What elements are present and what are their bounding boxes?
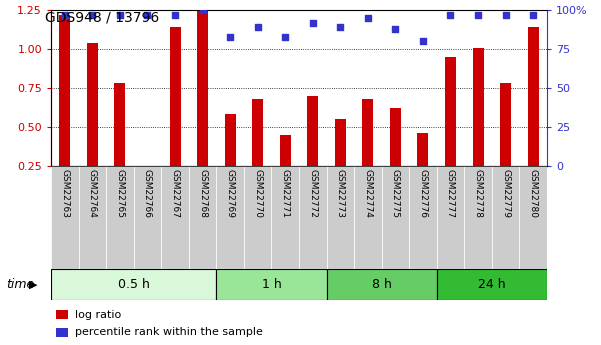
Text: GSM22780: GSM22780	[529, 169, 538, 218]
Text: GSM22776: GSM22776	[418, 169, 427, 218]
Text: GSM22768: GSM22768	[198, 169, 207, 218]
Bar	[390, 108, 401, 166]
Text: 0.5 h: 0.5 h	[118, 278, 150, 291]
Point	[446, 12, 456, 18]
Bar	[528, 28, 538, 166]
Text: GSM22774: GSM22774	[364, 169, 373, 218]
Bar	[133, 166, 161, 269]
Bar	[225, 115, 236, 166]
Text: GSM22767: GSM22767	[171, 169, 180, 218]
Point	[308, 20, 317, 26]
Bar	[272, 166, 299, 269]
Text: GSM22765: GSM22765	[115, 169, 124, 218]
Bar	[437, 166, 464, 269]
Bar	[161, 166, 189, 269]
Point	[170, 12, 180, 18]
Bar	[307, 96, 319, 166]
Text: GSM22779: GSM22779	[501, 169, 510, 218]
Text: GSM22763: GSM22763	[60, 169, 69, 218]
Point	[473, 12, 483, 18]
Bar	[326, 269, 437, 300]
Bar	[169, 28, 180, 166]
Point	[198, 8, 207, 13]
Point	[88, 12, 97, 18]
Bar	[382, 166, 409, 269]
Bar	[362, 99, 373, 166]
Bar	[56, 310, 69, 319]
Bar	[326, 166, 354, 269]
Bar	[197, 10, 208, 166]
Text: ▶: ▶	[29, 280, 37, 289]
Bar	[87, 43, 98, 166]
Bar	[464, 166, 492, 269]
Bar	[472, 48, 484, 166]
Bar	[445, 57, 456, 166]
Text: GSM22773: GSM22773	[336, 169, 345, 218]
Point	[225, 34, 235, 40]
Bar	[354, 166, 382, 269]
Point	[391, 26, 400, 32]
Bar	[519, 166, 547, 269]
Text: GSM22769: GSM22769	[225, 169, 234, 218]
Bar	[299, 166, 326, 269]
Bar	[106, 166, 133, 269]
Bar	[437, 269, 547, 300]
Bar	[79, 166, 106, 269]
Point	[115, 12, 125, 18]
Bar	[500, 83, 511, 166]
Bar	[216, 269, 326, 300]
Text: GSM22775: GSM22775	[391, 169, 400, 218]
Text: GSM22778: GSM22778	[474, 169, 483, 218]
Bar	[409, 166, 437, 269]
Bar	[51, 269, 216, 300]
Point	[501, 12, 510, 18]
Text: log ratio: log ratio	[75, 309, 121, 319]
Bar	[252, 99, 263, 166]
Point	[142, 12, 152, 18]
Text: GDS948 / 13796: GDS948 / 13796	[45, 10, 159, 24]
Point	[528, 12, 538, 18]
Text: time: time	[6, 278, 34, 291]
Bar	[418, 133, 429, 166]
Bar	[335, 119, 346, 166]
Text: GSM22764: GSM22764	[88, 169, 97, 218]
Point	[335, 25, 345, 30]
Point	[281, 34, 290, 40]
Bar	[51, 166, 79, 269]
Bar	[189, 166, 216, 269]
Text: GSM22770: GSM22770	[253, 169, 262, 218]
Point	[418, 39, 428, 44]
Text: 24 h: 24 h	[478, 278, 505, 291]
Text: GSM22777: GSM22777	[446, 169, 455, 218]
Bar	[279, 135, 291, 166]
Text: percentile rank within the sample: percentile rank within the sample	[75, 327, 263, 337]
Point	[60, 12, 70, 18]
Point	[363, 15, 373, 21]
Text: GSM22771: GSM22771	[281, 169, 290, 218]
Text: 1 h: 1 h	[261, 278, 281, 291]
Text: GSM22766: GSM22766	[143, 169, 152, 218]
Bar	[59, 15, 70, 166]
Bar	[492, 166, 519, 269]
Text: 8 h: 8 h	[371, 278, 392, 291]
Bar	[216, 166, 244, 269]
Bar	[114, 83, 126, 166]
Bar	[244, 166, 272, 269]
Bar	[56, 328, 69, 337]
Text: GSM22772: GSM22772	[308, 169, 317, 218]
Point	[253, 25, 263, 30]
